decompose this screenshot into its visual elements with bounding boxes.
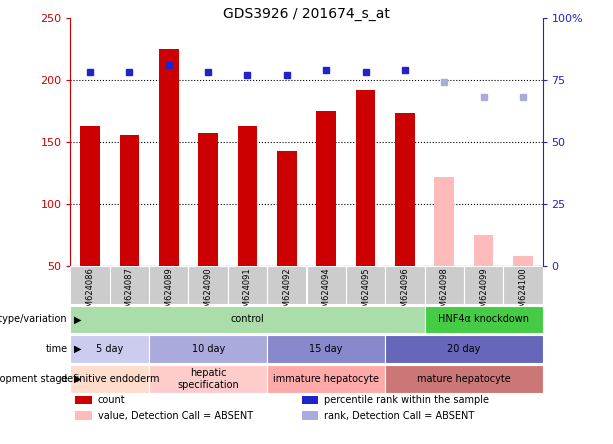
Text: GSM624089: GSM624089 bbox=[164, 268, 173, 318]
Bar bbox=[464, 266, 503, 304]
Bar bbox=[70, 335, 149, 363]
Bar bbox=[513, 257, 533, 266]
Bar bbox=[503, 266, 543, 304]
Bar bbox=[267, 365, 385, 393]
Bar bbox=[267, 266, 306, 304]
Bar bbox=[199, 133, 218, 266]
Bar bbox=[238, 126, 257, 266]
Bar bbox=[302, 412, 318, 420]
Text: ▶: ▶ bbox=[74, 374, 81, 384]
Text: time: time bbox=[45, 344, 67, 354]
Bar bbox=[228, 266, 267, 304]
Bar bbox=[346, 266, 385, 304]
Bar bbox=[149, 335, 267, 363]
Text: rank, Detection Call = ABSENT: rank, Detection Call = ABSENT bbox=[324, 411, 474, 421]
Bar bbox=[110, 266, 149, 304]
Text: genotype/variation: genotype/variation bbox=[0, 314, 67, 325]
Bar bbox=[70, 266, 110, 304]
Bar bbox=[385, 365, 543, 393]
Text: mature hepatocyte: mature hepatocyte bbox=[417, 374, 511, 384]
Text: ▶: ▶ bbox=[74, 314, 81, 325]
Text: development stage: development stage bbox=[0, 374, 67, 384]
Bar bbox=[189, 266, 228, 304]
Bar bbox=[159, 49, 178, 266]
Text: control: control bbox=[230, 314, 264, 325]
Text: value, Detection Call = ABSENT: value, Detection Call = ABSENT bbox=[98, 411, 253, 421]
Text: HNF4α knockdown: HNF4α knockdown bbox=[438, 314, 529, 325]
Bar bbox=[435, 177, 454, 266]
Bar bbox=[385, 335, 543, 363]
Text: percentile rank within the sample: percentile rank within the sample bbox=[324, 395, 489, 404]
Bar bbox=[356, 90, 375, 266]
Text: GSM624090: GSM624090 bbox=[204, 268, 213, 318]
Text: count: count bbox=[98, 395, 126, 404]
Bar bbox=[316, 111, 336, 266]
Text: GSM624098: GSM624098 bbox=[440, 268, 449, 318]
Text: hepatic
specification: hepatic specification bbox=[177, 368, 239, 390]
Bar bbox=[424, 305, 543, 333]
Text: definitive endoderm: definitive endoderm bbox=[61, 374, 159, 384]
Bar bbox=[395, 114, 414, 266]
Bar bbox=[277, 151, 297, 266]
Bar bbox=[267, 335, 385, 363]
Bar bbox=[120, 135, 139, 266]
Text: ▶: ▶ bbox=[74, 344, 81, 354]
Text: immature hepatocyte: immature hepatocyte bbox=[273, 374, 379, 384]
Text: 5 day: 5 day bbox=[96, 344, 123, 354]
Text: GSM624094: GSM624094 bbox=[322, 268, 330, 318]
Text: GSM624086: GSM624086 bbox=[86, 268, 94, 318]
Text: GSM624099: GSM624099 bbox=[479, 268, 488, 318]
Bar bbox=[385, 266, 424, 304]
Bar bbox=[75, 412, 92, 420]
Bar bbox=[149, 266, 189, 304]
Text: 10 day: 10 day bbox=[191, 344, 225, 354]
Bar bbox=[80, 126, 100, 266]
Bar bbox=[474, 235, 493, 266]
Text: GSM624092: GSM624092 bbox=[283, 268, 291, 318]
Text: GDS3926 / 201674_s_at: GDS3926 / 201674_s_at bbox=[223, 7, 390, 21]
Bar bbox=[149, 365, 267, 393]
Text: GSM624087: GSM624087 bbox=[125, 268, 134, 318]
Bar bbox=[302, 395, 318, 404]
Text: 15 day: 15 day bbox=[310, 344, 343, 354]
Text: GSM624091: GSM624091 bbox=[243, 268, 252, 318]
Bar bbox=[70, 365, 149, 393]
Text: GSM624100: GSM624100 bbox=[519, 268, 527, 318]
Text: 20 day: 20 day bbox=[447, 344, 481, 354]
Bar bbox=[424, 266, 464, 304]
Text: GSM624096: GSM624096 bbox=[400, 268, 409, 318]
Bar bbox=[75, 395, 92, 404]
Bar bbox=[70, 305, 424, 333]
Text: GSM624095: GSM624095 bbox=[361, 268, 370, 318]
Bar bbox=[306, 266, 346, 304]
